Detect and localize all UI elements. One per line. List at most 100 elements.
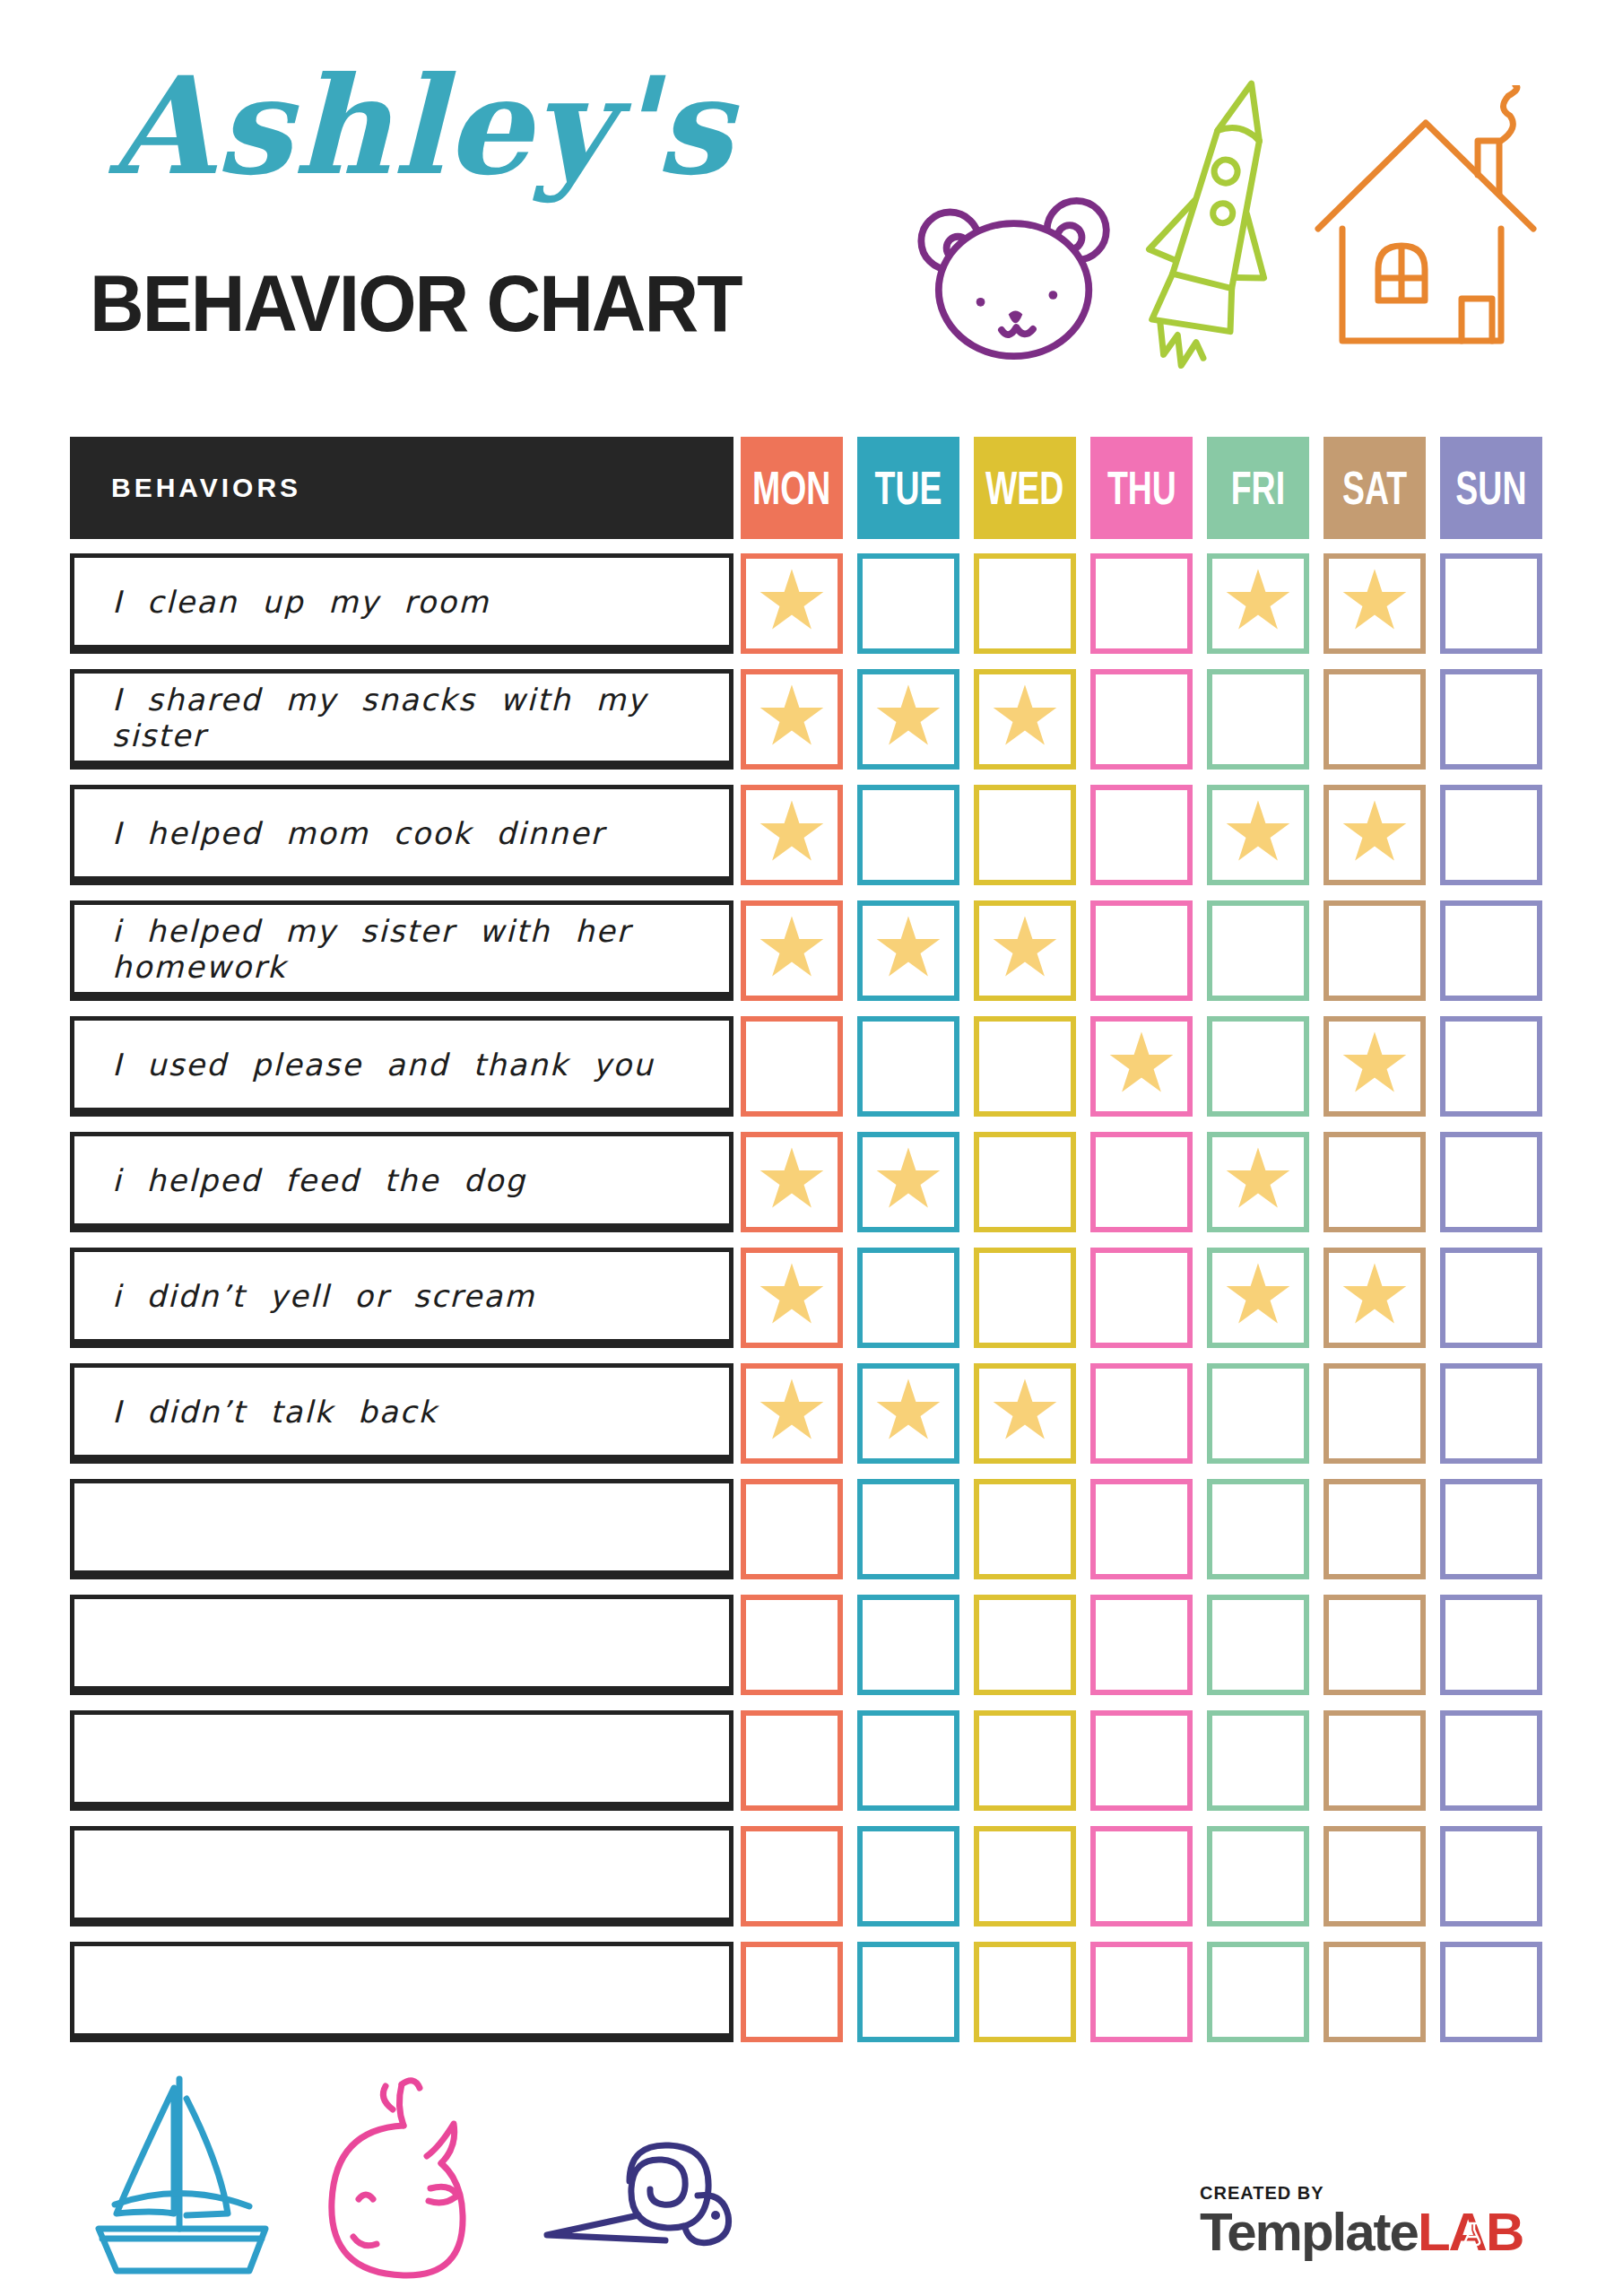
star-cell-sun[interactable] — [1440, 1132, 1542, 1232]
star-cell-mon[interactable]: ★ — [741, 553, 843, 654]
star-cell-fri[interactable] — [1207, 1942, 1309, 2042]
star-cell-tue[interactable]: ★ — [857, 900, 959, 1001]
star-cell-fri[interactable] — [1207, 1016, 1309, 1117]
star-cell-sun[interactable] — [1440, 1363, 1542, 1464]
behavior-cell[interactable]: I used please and thank you — [70, 1016, 733, 1117]
star-cell-fri[interactable]: ★ — [1207, 785, 1309, 885]
star-cell-mon[interactable]: ★ — [741, 669, 843, 770]
star-cell-wed[interactable]: ★ — [974, 669, 1076, 770]
behavior-cell[interactable]: I didn’t talk back — [70, 1363, 733, 1464]
star-cell-sat[interactable] — [1324, 1479, 1426, 1579]
star-cell-sun[interactable] — [1440, 1942, 1542, 2042]
star-cell-tue[interactable] — [857, 1479, 959, 1579]
star-cell-mon[interactable] — [741, 1016, 843, 1117]
star-cell-fri[interactable] — [1207, 1710, 1309, 1811]
star-cell-wed[interactable] — [974, 785, 1076, 885]
star-cell-wed[interactable] — [974, 1479, 1076, 1579]
star-cell-sun[interactable] — [1440, 1595, 1542, 1695]
star-cell-sun[interactable] — [1440, 900, 1542, 1001]
star-cell-sat[interactable]: ★ — [1324, 553, 1426, 654]
star-cell-mon[interactable]: ★ — [741, 785, 843, 885]
star-cell-sat[interactable] — [1324, 669, 1426, 770]
star-cell-thu[interactable] — [1090, 1710, 1193, 1811]
behavior-cell[interactable]: I clean up my room — [70, 553, 733, 654]
star-cell-sat[interactable] — [1324, 1710, 1426, 1811]
star-cell-wed[interactable] — [974, 1826, 1076, 1926]
star-cell-tue[interactable] — [857, 1595, 959, 1695]
star-cell-sun[interactable] — [1440, 1826, 1542, 1926]
star-cell-sun[interactable] — [1440, 785, 1542, 885]
star-cell-fri[interactable]: ★ — [1207, 553, 1309, 654]
star-cell-thu[interactable] — [1090, 900, 1193, 1001]
star-cell-fri[interactable] — [1207, 1595, 1309, 1695]
star-cell-tue[interactable]: ★ — [857, 1363, 959, 1464]
star-cell-fri[interactable] — [1207, 900, 1309, 1001]
behavior-cell[interactable] — [70, 1826, 733, 1926]
star-cell-wed[interactable]: ★ — [974, 900, 1076, 1001]
star-cell-wed[interactable] — [974, 1942, 1076, 2042]
star-cell-tue[interactable] — [857, 785, 959, 885]
star-cell-sun[interactable] — [1440, 1479, 1542, 1579]
star-cell-mon[interactable]: ★ — [741, 1248, 843, 1348]
star-cell-thu[interactable] — [1090, 1479, 1193, 1579]
behavior-cell[interactable] — [70, 1710, 733, 1811]
star-cell-thu[interactable] — [1090, 1942, 1193, 2042]
star-cell-sun[interactable] — [1440, 669, 1542, 770]
star-cell-wed[interactable] — [974, 1595, 1076, 1695]
star-cell-mon[interactable]: ★ — [741, 900, 843, 1001]
behavior-cell[interactable] — [70, 1595, 733, 1695]
star-cell-sat[interactable] — [1324, 1826, 1426, 1926]
star-cell-thu[interactable]: ★ — [1090, 1016, 1193, 1117]
star-cell-thu[interactable] — [1090, 1248, 1193, 1348]
templatelab-logo[interactable]: CREATED BY TemplateLAB — [1200, 2183, 1558, 2259]
star-cell-wed[interactable] — [974, 1132, 1076, 1232]
star-cell-tue[interactable]: ★ — [857, 669, 959, 770]
star-cell-sat[interactable] — [1324, 1595, 1426, 1695]
behavior-cell[interactable]: I helped mom cook dinner — [70, 785, 733, 885]
behavior-cell[interactable]: i didn’t yell or scream — [70, 1248, 733, 1348]
star-cell-thu[interactable] — [1090, 1595, 1193, 1695]
star-cell-thu[interactable] — [1090, 553, 1193, 654]
star-cell-fri[interactable]: ★ — [1207, 1248, 1309, 1348]
star-cell-sun[interactable] — [1440, 1248, 1542, 1348]
star-cell-thu[interactable] — [1090, 1132, 1193, 1232]
behavior-cell[interactable] — [70, 1942, 733, 2042]
star-cell-fri[interactable] — [1207, 669, 1309, 770]
star-cell-wed[interactable]: ★ — [974, 1363, 1076, 1464]
star-cell-mon[interactable] — [741, 1479, 843, 1579]
star-cell-tue[interactable] — [857, 1016, 959, 1117]
star-cell-fri[interactable] — [1207, 1363, 1309, 1464]
star-cell-tue[interactable] — [857, 1710, 959, 1811]
star-cell-thu[interactable] — [1090, 785, 1193, 885]
star-cell-wed[interactable] — [974, 1248, 1076, 1348]
star-cell-mon[interactable] — [741, 1826, 843, 1926]
star-cell-tue[interactable] — [857, 1826, 959, 1926]
behavior-cell[interactable]: I shared my snacks with my sister — [70, 669, 733, 770]
star-cell-thu[interactable] — [1090, 669, 1193, 770]
star-cell-sat[interactable]: ★ — [1324, 785, 1426, 885]
star-cell-mon[interactable] — [741, 1710, 843, 1811]
star-cell-tue[interactable] — [857, 553, 959, 654]
star-cell-thu[interactable] — [1090, 1826, 1193, 1926]
behavior-cell[interactable] — [70, 1479, 733, 1579]
star-cell-wed[interactable] — [974, 1710, 1076, 1811]
star-cell-fri[interactable]: ★ — [1207, 1132, 1309, 1232]
star-cell-mon[interactable] — [741, 1942, 843, 2042]
star-cell-sun[interactable] — [1440, 1710, 1542, 1811]
star-cell-fri[interactable] — [1207, 1479, 1309, 1579]
star-cell-thu[interactable] — [1090, 1363, 1193, 1464]
star-cell-mon[interactable]: ★ — [741, 1132, 843, 1232]
star-cell-tue[interactable] — [857, 1248, 959, 1348]
star-cell-sat[interactable]: ★ — [1324, 1016, 1426, 1117]
behavior-cell[interactable]: i helped feed the dog — [70, 1132, 733, 1232]
star-cell-sat[interactable] — [1324, 1363, 1426, 1464]
star-cell-fri[interactable] — [1207, 1826, 1309, 1926]
star-cell-sun[interactable] — [1440, 1016, 1542, 1117]
star-cell-sun[interactable] — [1440, 553, 1542, 654]
star-cell-sat[interactable] — [1324, 1942, 1426, 2042]
star-cell-wed[interactable] — [974, 1016, 1076, 1117]
star-cell-wed[interactable] — [974, 553, 1076, 654]
star-cell-mon[interactable] — [741, 1595, 843, 1695]
behavior-cell[interactable]: i helped my sister with her homework — [70, 900, 733, 1001]
star-cell-mon[interactable]: ★ — [741, 1363, 843, 1464]
